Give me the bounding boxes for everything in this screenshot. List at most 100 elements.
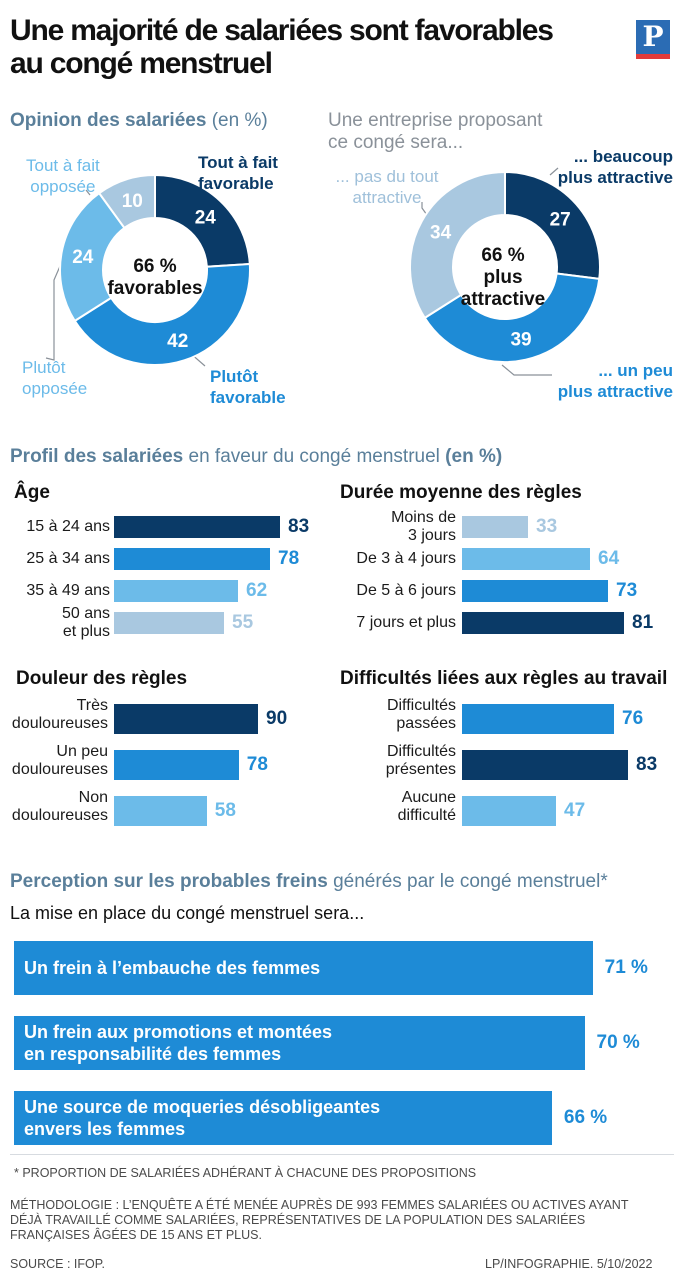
footer-divider: [10, 1154, 674, 1155]
bar-5-0: [462, 704, 614, 734]
bar-label-line: Très: [76, 697, 108, 714]
bar-label-2-3: 50 ans et plus: [10, 603, 110, 643]
donut2-slice-0: [504, 170, 601, 281]
title-line-2: au congé menstruel: [10, 47, 273, 80]
label-line: plus attractive: [557, 382, 673, 401]
profil-title-rest: en faveur du congé menstruel: [188, 446, 440, 467]
bar-label-line: Moins de: [391, 509, 456, 526]
donut2-title: Une entreprise proposant ce congé sera..…: [328, 110, 542, 154]
bar-4-2: [114, 796, 207, 826]
donut2-leader-un-peu: [501, 364, 552, 376]
bar-label-line: douloureuses: [11, 715, 108, 732]
donut2-center-label-2: attractive: [460, 289, 546, 310]
bar-label-3-3: 7 jours et plus: [352, 612, 456, 634]
donut2-label-pas-du-tout: ... pas du tout attractive: [322, 166, 452, 208]
frein-bar-0: Un frein à l’embauche des femmes: [14, 941, 593, 995]
bar-label-5-2: Aucune difficulté: [350, 787, 456, 827]
bar-label-4-2: Non douloureuses: [2, 787, 108, 827]
frein-label-line: envers les femmes: [24, 1119, 186, 1139]
bar-label-line: Non: [78, 789, 108, 806]
donut2-label-un-peu: ... un peu plus attractive: [555, 360, 673, 402]
difficultes-chart-title: Difficultés liées aux règles au travail: [340, 668, 668, 689]
bar-2-1: [114, 548, 270, 570]
frein-value-0: 71 %: [604, 957, 648, 978]
bar-4-0: [114, 704, 258, 734]
bar-2-3: [114, 612, 224, 634]
page-title: Une majorité de salariées sont favorable…: [10, 14, 630, 80]
frein-value-1: 70 %: [596, 1032, 640, 1053]
donut1-center: 66 % favorables: [95, 256, 215, 300]
bar-label-5-1: Difficultés présentes: [350, 741, 456, 781]
bar-value-5-0: 76: [622, 708, 644, 729]
bar-3-2: [462, 580, 608, 602]
profil-section-title: Profil des salariées en faveur du congé …: [10, 446, 502, 468]
label-line: plus attractive: [557, 168, 673, 187]
frein-label-line: en responsabilité des femmes: [24, 1044, 282, 1064]
donut2-slice-2: [409, 170, 506, 320]
duree-chart-title: Durée moyenne des règles: [340, 482, 582, 503]
bar-label-line: Aucune: [401, 789, 456, 806]
bar-label-line: 50 ans: [61, 605, 110, 622]
credit: LP/INFOGRAPHIE. 5/10/2022: [485, 1257, 653, 1271]
donut1-slice-value-2: 24: [72, 247, 94, 268]
donut1-center-label: favorables: [107, 278, 203, 299]
bar-4-1: [114, 750, 239, 780]
label-line: opposée: [30, 177, 96, 196]
donut2-slice-value-2: 34: [430, 223, 452, 244]
bar-label-line: présentes: [385, 761, 456, 778]
freins-title-bold: Perception sur les probables freins: [10, 871, 328, 892]
donut2-leader-pas-du-tout: [421, 202, 428, 216]
donut2-title-line-2: ce congé sera...: [328, 132, 464, 153]
bar-value-3-1: 64: [598, 548, 620, 569]
logo-letter: P: [642, 20, 664, 53]
label-line: Plutôt: [210, 367, 259, 386]
donut2-label-beaucoup: ... beaucoup plus attractive: [555, 146, 673, 188]
label-line: ... beaucoup: [573, 147, 673, 166]
bar-label-3-1: De 3 à 4 jours: [352, 548, 456, 570]
frein-label-line: Un frein aux promotions et montées: [24, 1022, 333, 1042]
bar-label-line: Difficultés: [386, 743, 456, 760]
bar-2-0: [114, 516, 280, 538]
donut1-title: Opinion des salariées (en %): [10, 110, 268, 132]
bar-label-2-0: 15 à 24 ans: [10, 516, 110, 538]
bar-3-0: [462, 516, 528, 538]
profil-title-unit: (en %): [445, 446, 503, 467]
donut1-slice-1: [73, 262, 251, 366]
profil-title-bold: Profil des salariées: [10, 446, 184, 467]
bar-label-line: Difficultés: [386, 697, 456, 714]
donut1-label-tout-opposee: Tout à fait opposée: [26, 155, 100, 197]
donut2-slice-value-1: 39: [510, 330, 531, 351]
bar-value-2-1: 78: [278, 548, 300, 569]
donut1-label-plutot-favorable: Plutôt favorable: [210, 366, 286, 408]
bar-3-3: [462, 612, 624, 634]
donut1-title-bold: Opinion des salariées: [10, 110, 207, 131]
bar-label-4-0: Très douloureuses: [2, 695, 108, 735]
label-line: Tout à fait: [198, 153, 278, 172]
bar-label-3-2: De 5 à 6 jours: [352, 580, 456, 602]
label-line: Plutôt: [22, 358, 66, 377]
bar-value-5-2: 47: [564, 800, 586, 821]
donut1-slice-value-3: 10: [122, 191, 143, 212]
bar-5-1: [462, 750, 628, 780]
bar-label-line: 3 jours: [407, 527, 456, 544]
frein-value-2: 66 %: [563, 1107, 608, 1128]
bar-label-line: douloureuses: [11, 761, 108, 778]
freins-section-title: Perception sur les probables freins géné…: [10, 871, 608, 893]
bar-label-line: Un peu: [56, 743, 108, 760]
donut2-center: 66 % plus attractive: [443, 245, 563, 311]
label-line: ... pas du tout: [335, 167, 439, 186]
frein-label-line: Une source de moqueries désobligeantes: [24, 1097, 381, 1117]
label-line: attractive: [352, 188, 422, 207]
bar-value-2-0: 83: [288, 516, 310, 537]
methodology-line-3: FRANÇAISES ÂGÉES DE 15 ANS ET PLUS.: [10, 1228, 262, 1242]
bar-label-5-0: Difficultés passées: [350, 695, 456, 735]
douleur-chart-title: Douleur des règles: [16, 668, 188, 689]
donut2-chart: 27 39 34: [409, 167, 601, 376]
donut2-slice-1: [423, 272, 601, 363]
bar-label-line: 25 à 34 ans: [26, 550, 110, 567]
donut1-leader-opposee: [85, 189, 91, 196]
label-line: opposée: [22, 379, 88, 398]
bar-value-3-3: 81: [632, 612, 654, 633]
label-line: favorable: [198, 174, 274, 193]
methodology: MÉTHODOLOGIE : L’ENQUÊTE A ÉTÉ MENÉE AUP…: [10, 1198, 680, 1243]
